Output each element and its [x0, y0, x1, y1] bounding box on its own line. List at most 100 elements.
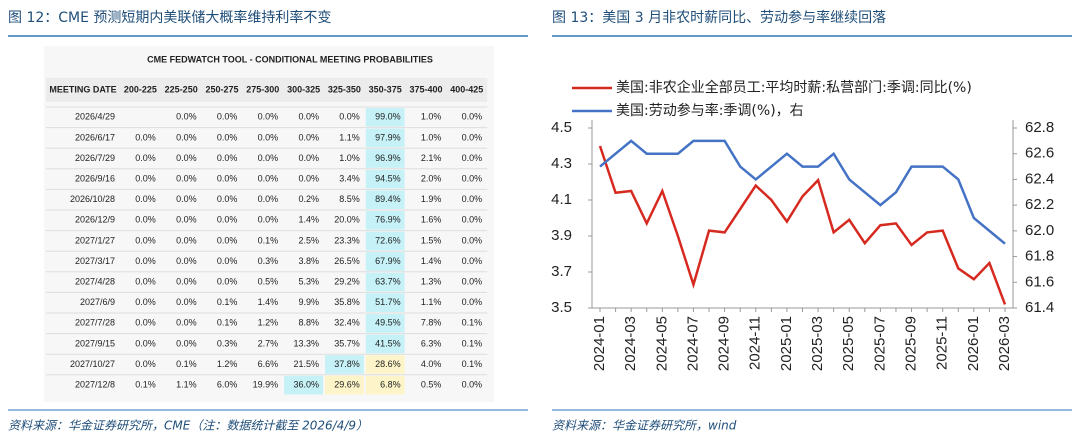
probability: 2.0%: [421, 173, 442, 183]
probability: 0.0%: [135, 194, 156, 204]
probability: 0.0%: [176, 318, 197, 328]
probability: 0.0%: [462, 112, 483, 122]
y-tick-label: 3.7: [551, 263, 572, 280]
probability: 0.0%: [258, 173, 279, 183]
probability: 0.1%: [462, 318, 483, 328]
probability: 0.5%: [421, 379, 442, 389]
probability: 1.1%: [176, 379, 197, 389]
x-tick-label: 2026-03: [996, 316, 1013, 371]
meeting-date: 2027/9/15: [75, 338, 115, 348]
probability: 6.8%: [380, 379, 401, 389]
y-tick-label: 4.1: [551, 191, 572, 208]
probability: 0.0%: [217, 194, 238, 204]
probability: 0.0%: [217, 215, 238, 225]
probability: 0.0%: [462, 173, 483, 183]
probability: 76.9%: [375, 215, 401, 225]
probability: 0.0%: [176, 173, 197, 183]
probability: 0.0%: [462, 256, 483, 266]
probability: 0.1%: [462, 338, 483, 348]
probability: 21.5%: [293, 359, 319, 369]
probability: 3.4%: [339, 173, 360, 183]
probability: 0.0%: [135, 276, 156, 286]
probability: 0.0%: [135, 173, 156, 183]
probability: 0.3%: [217, 338, 238, 348]
cell-highlight: [365, 375, 405, 395]
probability: 1.0%: [339, 153, 360, 163]
figure-title: 图 12：CME 预测短期内美联储大概率维持利率不变: [8, 9, 331, 26]
y-tick-label: 3.5: [551, 299, 572, 316]
probability: 1.0%: [421, 132, 442, 142]
probability: 28.6%: [375, 359, 401, 369]
probability: 1.1%: [339, 132, 360, 142]
x-tick-label: 2026-01: [965, 316, 982, 371]
source: 资料来源：华金证券研究所，CME（注：数据统计截至 2026/4/9）: [8, 419, 368, 433]
probability: 0.0%: [258, 112, 279, 122]
probability: 0.0%: [176, 235, 197, 245]
meeting-date: 2027/1/27: [75, 235, 115, 245]
cell-highlight: [325, 375, 364, 395]
cell-highlight: [365, 355, 405, 374]
probability: 0.0%: [135, 338, 156, 348]
probability: 0.0%: [258, 132, 279, 142]
legend-label: 美国:劳动参与率:季调(%)，右: [616, 102, 804, 119]
probability: 49.5%: [375, 318, 401, 328]
probability: 0.0%: [176, 153, 197, 163]
meeting-date: 2027/6/9: [80, 297, 115, 307]
probability: 35.7%: [334, 338, 360, 348]
x-tick-label: 2025-05: [840, 316, 857, 371]
probability: 0.0%: [217, 132, 238, 142]
probability: 0.0%: [176, 297, 197, 307]
probability: 1.1%: [421, 297, 442, 307]
meeting-date: 2026/12/9: [75, 215, 115, 225]
probability: 72.6%: [375, 235, 401, 245]
y2-tick-label: 62.6: [1025, 145, 1054, 162]
cell-highlight: [365, 272, 405, 292]
meeting-date: 2026/7/29: [75, 153, 115, 163]
meeting-date: 2027/12/8: [75, 379, 115, 389]
probability: 35.8%: [334, 297, 360, 307]
probability: 2.5%: [298, 235, 319, 245]
probability: 1.4%: [421, 256, 442, 266]
probability: 8.5%: [339, 194, 360, 204]
probability: 0.0%: [462, 194, 483, 204]
probability: 0.0%: [135, 215, 156, 225]
y2-tick-label: 61.8: [1025, 248, 1054, 265]
probability: 0.0%: [462, 297, 483, 307]
y2-tick-label: 62.4: [1025, 170, 1054, 187]
x-tick-label: 2024-01: [591, 316, 608, 371]
probability: 20.0%: [334, 215, 360, 225]
probability: 41.5%: [375, 338, 401, 348]
probability: 51.7%: [375, 297, 401, 307]
cell-highlight: [365, 231, 405, 251]
probability: 0.1%: [176, 359, 197, 369]
probability: 6.6%: [258, 359, 279, 369]
probability: 0.0%: [217, 112, 238, 122]
probability: 0.0%: [462, 379, 483, 389]
probability: 0.2%: [298, 194, 319, 204]
x-tick-label: 2025-07: [871, 316, 888, 371]
x-tick-label: 2024-11: [747, 316, 764, 370]
probability: 0.0%: [462, 132, 483, 142]
y2-tick-label: 61.6: [1025, 273, 1054, 290]
probability: 19.9%: [253, 379, 279, 389]
probability: 13.3%: [293, 338, 319, 348]
probability: 0.0%: [135, 297, 156, 307]
probability: 0.1%: [462, 359, 483, 369]
probability: 7.8%: [421, 318, 442, 328]
probability: 0.0%: [135, 318, 156, 328]
series-line: [599, 139, 1006, 245]
probability: 0.0%: [298, 132, 319, 142]
column-header: 300-325: [287, 84, 320, 94]
table-title: CME FEDWATCH TOOL - CONDITIONAL MEETING …: [147, 54, 433, 64]
y2-tick-label: 62.0: [1025, 222, 1054, 239]
probability: 1.2%: [258, 318, 279, 328]
probability: 0.0%: [135, 256, 156, 266]
probability: 37.8%: [334, 359, 360, 369]
probability: 29.6%: [334, 379, 360, 389]
probability: 0.0%: [217, 276, 238, 286]
probability: 9.9%: [298, 297, 319, 307]
y2-tick-label: 62.8: [1025, 119, 1054, 136]
cell-highlight: [284, 375, 323, 395]
cell-highlight: [365, 293, 405, 312]
